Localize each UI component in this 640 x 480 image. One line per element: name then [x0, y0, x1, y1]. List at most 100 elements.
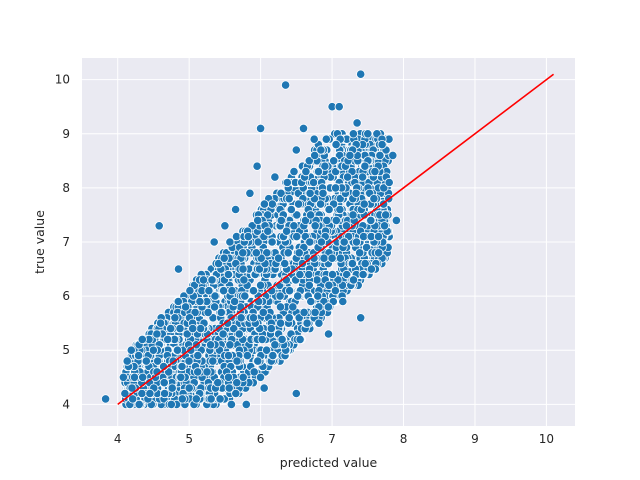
- data-point-cloud: [306, 296, 316, 307]
- data-point: [316, 237, 326, 247]
- data-point-cloud: [223, 318, 233, 328]
- data-point-cloud: [281, 226, 292, 236]
- data-point: [373, 232, 384, 242]
- data-point: [363, 129, 373, 139]
- x-tick-labels: 4 5 6 7 8 9 10: [114, 432, 554, 446]
- data-point-cloud: [262, 248, 272, 258]
- data-point: [159, 378, 169, 388]
- data-point: [154, 221, 164, 231]
- data-point: [384, 177, 394, 188]
- data-point-cloud: [134, 350, 144, 361]
- data-point-cloud: [289, 221, 299, 231]
- data-point-cloud: [318, 188, 328, 198]
- data-point: [320, 161, 330, 171]
- data-point: [381, 210, 391, 220]
- data-point: [209, 237, 219, 247]
- data-point: [120, 388, 130, 399]
- data-point: [359, 199, 369, 209]
- data-point-cloud: [331, 215, 341, 225]
- data-point: [309, 134, 319, 144]
- data-point: [356, 313, 366, 323]
- data-point-cloud: [232, 378, 242, 388]
- data-point-cloud: [312, 275, 322, 285]
- data-point-cloud: [238, 372, 248, 382]
- data-point-cloud: [167, 383, 177, 393]
- data-point-cloud: [248, 286, 259, 296]
- data-point-cloud: [329, 156, 339, 166]
- data-point-cloud: [310, 221, 320, 231]
- data-point-cloud: [242, 350, 252, 361]
- data-point-cloud: [259, 199, 269, 209]
- reference-line: [117, 73, 555, 405]
- data-point: [101, 394, 111, 404]
- data-point-cloud: [319, 253, 329, 263]
- data-point-cloud: [358, 269, 368, 280]
- data-point-cloud: [236, 313, 246, 323]
- data-point: [277, 334, 287, 344]
- data-point-cloud: [258, 307, 268, 317]
- data-point-cloud: [315, 199, 326, 209]
- data-point-cloud: [310, 150, 320, 160]
- data-point: [348, 275, 359, 285]
- y-tick-label: 5: [62, 343, 70, 357]
- data-point: [255, 123, 266, 133]
- data-point-cloud: [360, 161, 370, 171]
- data-point: [213, 378, 223, 388]
- data-point-cloud: [301, 167, 311, 177]
- data-point-cloud: [316, 145, 326, 155]
- data-point-cloud: [239, 275, 249, 285]
- data-point: [145, 388, 155, 399]
- data-point: [163, 334, 173, 344]
- data-point-cloud: [267, 199, 277, 209]
- data-point-cloud: [323, 302, 333, 312]
- data-point: [252, 161, 262, 171]
- data-point-cloud: [360, 258, 370, 269]
- data-point-cloud: [293, 199, 304, 209]
- data-point-cloud: [224, 383, 234, 393]
- y-tick-label: 8: [62, 181, 70, 195]
- data-point: [345, 150, 355, 160]
- data-point: [206, 340, 216, 350]
- data-point-cloud: [249, 367, 259, 377]
- y-tick-label: 4: [62, 397, 70, 411]
- data-point: [330, 183, 341, 193]
- data-point-cloud: [339, 237, 349, 247]
- data-point-cloud: [204, 286, 214, 296]
- data-point: [241, 399, 251, 409]
- data-point-cloud: [203, 307, 213, 317]
- data-point-cloud: [379, 183, 389, 193]
- data-point-cloud: [172, 345, 183, 355]
- data-point-cloud: [268, 350, 278, 361]
- data-point: [266, 323, 276, 334]
- data-point-cloud: [348, 210, 358, 220]
- data-point: [223, 350, 234, 361]
- data-point-cloud: [351, 237, 362, 247]
- data-point-cloud: [331, 140, 341, 150]
- data-point-cloud: [230, 296, 240, 307]
- data-point: [313, 291, 323, 301]
- data-point: [255, 280, 266, 290]
- data-point: [341, 221, 351, 231]
- data-point-cloud: [379, 221, 390, 231]
- data-point: [216, 307, 226, 317]
- data-point-cloud: [314, 318, 324, 328]
- data-point-cloud: [231, 388, 241, 399]
- data-point: [338, 296, 348, 307]
- data-point: [173, 264, 184, 274]
- data-point-cloud: [182, 329, 192, 339]
- data-point-cloud: [251, 248, 261, 258]
- data-point: [270, 172, 280, 182]
- data-point: [238, 248, 248, 258]
- data-point-cloud: [207, 275, 217, 285]
- data-point-cloud: [308, 177, 319, 188]
- data-point: [156, 318, 166, 328]
- data-point-cloud: [225, 237, 235, 247]
- data-point-cloud: [261, 345, 272, 355]
- data-point-cloud: [292, 232, 302, 242]
- data-point: [220, 221, 230, 231]
- data-point-cloud: [321, 134, 331, 144]
- data-point-cloud: [210, 291, 220, 301]
- data-point-cloud: [275, 302, 286, 312]
- data-point: [245, 188, 255, 198]
